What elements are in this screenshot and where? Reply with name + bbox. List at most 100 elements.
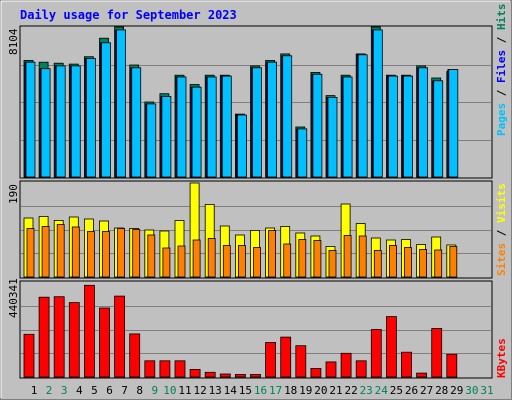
kbytes-bar — [23, 333, 35, 378]
kbytes-bar — [114, 295, 125, 378]
pages-bar — [55, 65, 66, 178]
kbytes-panel-legend: KBytes — [495, 338, 508, 378]
kbytes-bar — [265, 342, 277, 378]
x-tick-label: 16 — [254, 384, 267, 397]
kbytes-bar — [340, 352, 352, 378]
kbytes-bar — [68, 302, 80, 378]
pages-bar — [206, 76, 217, 178]
x-tick-label: 25 — [390, 384, 403, 397]
kbytes-bar — [219, 373, 231, 378]
x-tick-label: 1 — [31, 384, 38, 397]
sites-bar — [41, 226, 50, 278]
x-tick-label: 3 — [61, 384, 68, 397]
x-tick-label: 13 — [209, 384, 222, 397]
pages-bar — [403, 75, 413, 178]
kbytes-bar — [204, 371, 216, 378]
sites-bar — [237, 245, 246, 278]
kbytes-bar — [174, 360, 186, 378]
pages-bar — [267, 61, 278, 178]
kbytes-bar — [295, 345, 307, 378]
kbytes-bar — [234, 373, 246, 378]
pages-bar — [70, 65, 81, 178]
sites-bar — [56, 224, 65, 278]
x-tick-label: 19 — [299, 384, 312, 397]
kbytes-bar — [401, 351, 412, 378]
x-tick-label: 5 — [91, 384, 98, 397]
chart-bars — [23, 26, 459, 378]
sites-bar — [283, 243, 292, 278]
kbytes-bar — [53, 296, 65, 378]
x-tick-label: 18 — [284, 384, 297, 397]
chart-title: Daily usage for September 2023 — [20, 8, 237, 22]
kbytes-panel-bg — [19, 280, 493, 379]
x-tick-label: 10 — [163, 384, 176, 397]
kbytes-bar — [355, 360, 367, 378]
pages-bar — [191, 86, 202, 178]
pages-bar — [40, 68, 51, 178]
sites-bar — [207, 238, 216, 278]
pages-bar — [448, 69, 459, 178]
x-tick-label: 7 — [121, 384, 128, 397]
sites-bar — [434, 249, 443, 278]
kbytes-bar — [385, 316, 397, 378]
x-tick-label: 26 — [405, 384, 418, 397]
x-tick-label: 9 — [151, 384, 158, 397]
x-tick-label: 17 — [269, 384, 282, 397]
sites-bar — [268, 230, 277, 278]
kbytes-bar — [159, 360, 171, 378]
x-tick-label: 20 — [314, 384, 327, 397]
legend-sep-3: / — [495, 223, 508, 243]
kbytes-bar — [144, 360, 156, 378]
pages-bar — [282, 55, 293, 178]
pages-bar — [297, 128, 308, 178]
x-tick-label: 11 — [178, 384, 191, 397]
sites-bar — [388, 245, 397, 278]
pages-bar — [146, 103, 157, 178]
sites-bar — [162, 247, 171, 278]
legend-files: Files — [495, 50, 508, 83]
sites-bar — [222, 245, 231, 278]
sites-bar — [192, 239, 201, 278]
sites-bar — [343, 235, 352, 278]
legend-sep-2: / — [495, 30, 508, 50]
x-tick-label: 12 — [193, 384, 206, 397]
pages-bar — [327, 97, 338, 178]
sites-bar — [328, 250, 337, 278]
sites-bar — [449, 246, 458, 278]
sites-bar — [102, 231, 110, 278]
pages-bar — [161, 96, 172, 178]
x-tick-label: 24 — [375, 384, 389, 397]
hits-panel-legend: Pages / Files / Hits — [495, 4, 508, 137]
kbytes-bar — [84, 284, 95, 378]
sites-bar — [26, 228, 35, 278]
legend-pages: Pages — [495, 103, 508, 136]
kbytes-bar — [129, 333, 141, 378]
pages-bar — [433, 80, 444, 178]
kbytes-bar — [416, 372, 428, 378]
sites-bar — [404, 247, 412, 278]
x-tick-label: 8 — [136, 384, 143, 397]
kbytes-bar — [250, 373, 261, 378]
pages-bar — [387, 75, 398, 178]
x-tick-label: 15 — [239, 384, 252, 397]
hits-y-max-label: 8104 — [7, 28, 20, 55]
kbytes-bar — [189, 368, 201, 378]
x-tick-label: 22 — [344, 384, 357, 397]
pages-bar — [236, 114, 247, 178]
sites-bar — [132, 229, 141, 278]
legend-sites: Sites — [495, 243, 508, 276]
kbytes-bar — [280, 336, 292, 378]
x-axis-day-labels: 1 2 3 4 5 6 7 8 9 10 11 12 13 14 15 16 17 18 19 20 21 22 23 24 2… — [31, 384, 494, 397]
x-tick-label: 6 — [106, 384, 113, 397]
sites-bar — [253, 247, 261, 278]
legend-visits: Visits — [495, 183, 508, 223]
kbytes-bar — [310, 367, 322, 378]
sites-bar — [313, 240, 322, 278]
pages-bar — [86, 58, 96, 178]
kbytes-bar — [99, 307, 110, 378]
kbytes-bar — [446, 353, 458, 378]
pages-bar — [418, 67, 429, 178]
pages-bar — [101, 42, 111, 178]
